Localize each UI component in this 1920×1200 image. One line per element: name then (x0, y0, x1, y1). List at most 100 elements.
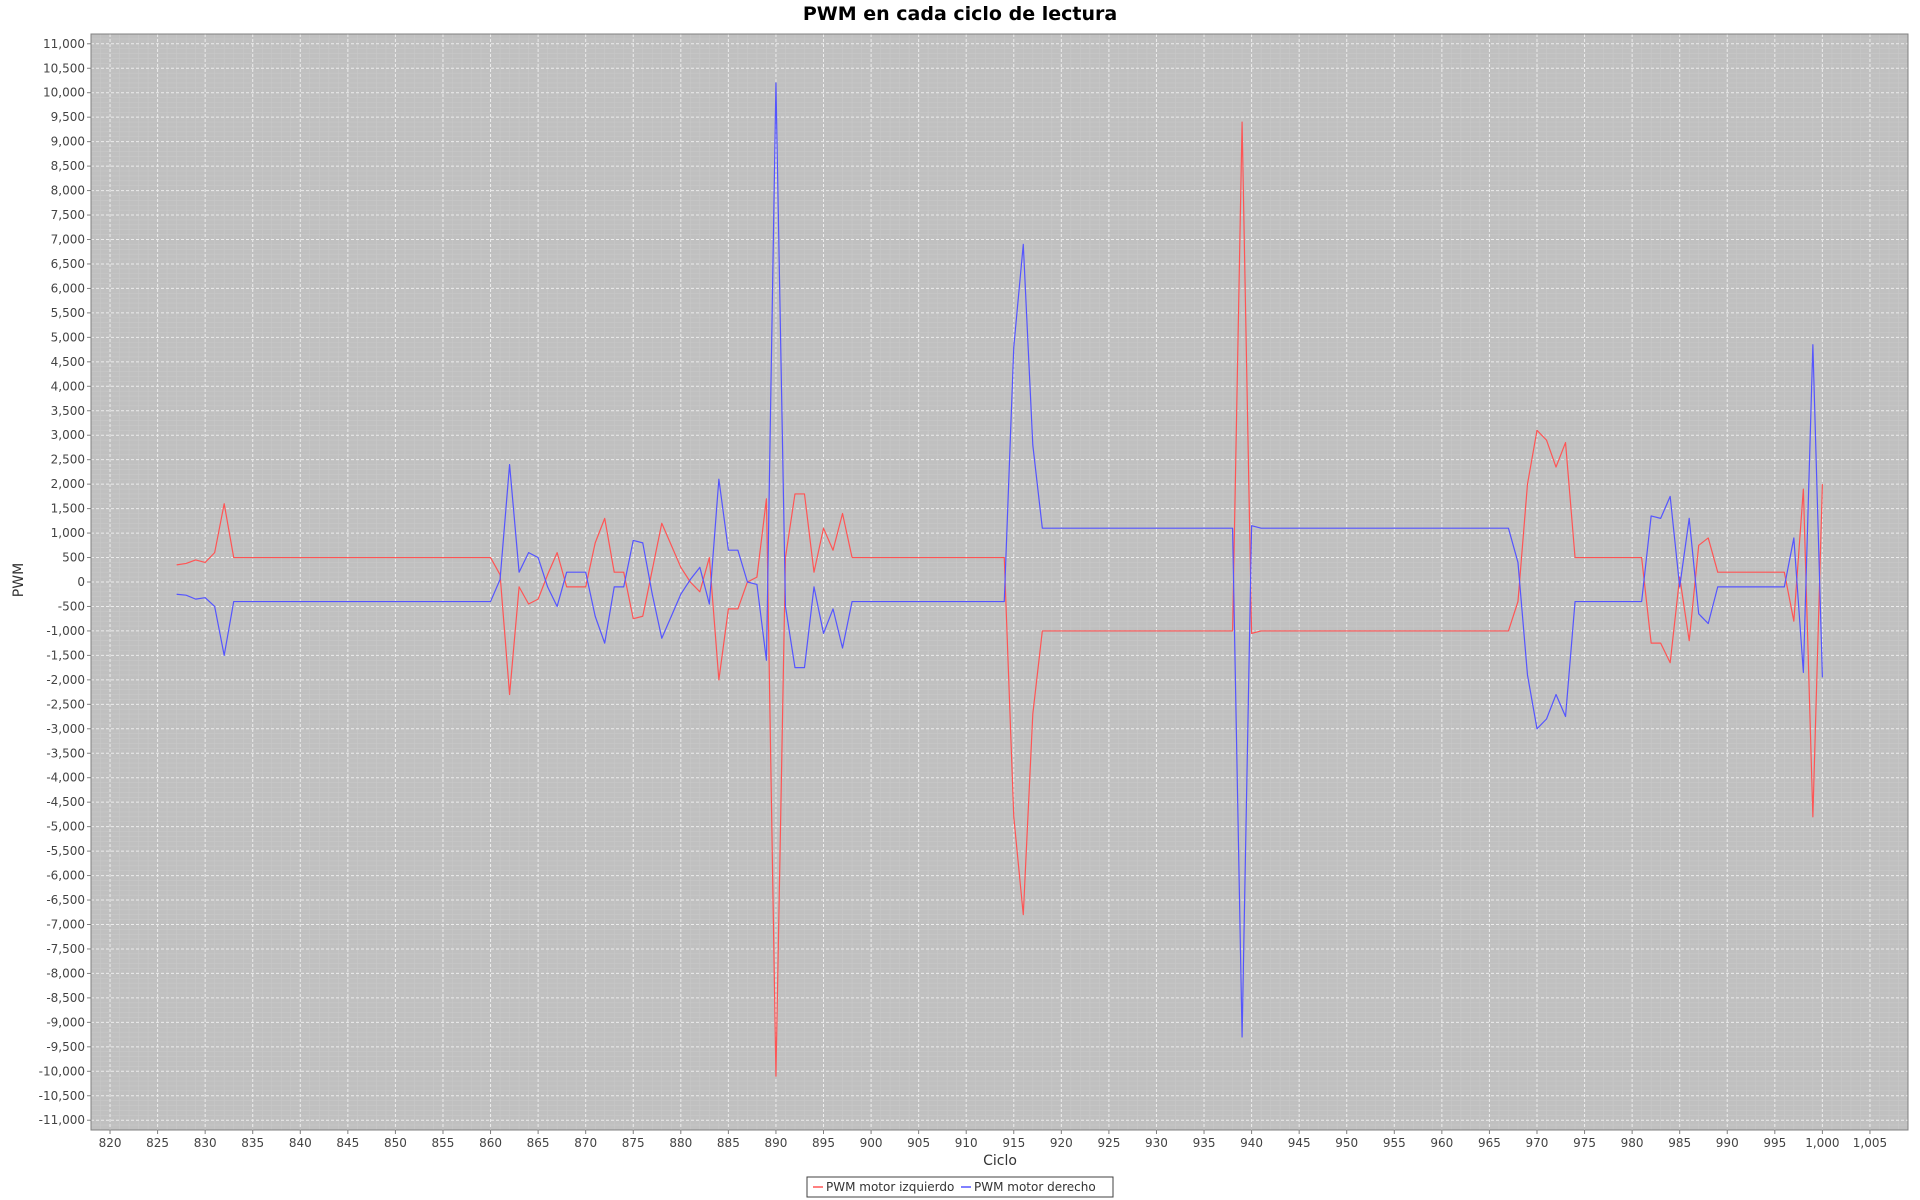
y-tick-label: 9,500 (51, 110, 85, 124)
y-tick-label: -5,500 (46, 844, 85, 858)
x-tick-label: 900 (860, 1136, 883, 1150)
y-tick-label: 4,500 (51, 355, 85, 369)
legend-box (806, 1176, 1114, 1198)
x-tick-label: 850 (384, 1136, 407, 1150)
y-tick-label: 8,000 (51, 184, 85, 198)
y-tick-label: -9,500 (46, 1040, 85, 1054)
y-tick-label: 3,000 (51, 428, 85, 442)
x-tick-label: 910 (955, 1136, 978, 1150)
x-tick-label: 920 (1050, 1136, 1073, 1150)
y-tick-labels: 11,000 10,500 10,000 9,500 9,000 8,500 8,000 7,… (39, 37, 85, 1127)
x-tick-label: 975 (1573, 1136, 1596, 1150)
y-tick-label: -5,000 (46, 820, 85, 834)
x-tick-label: 935 (1193, 1136, 1216, 1150)
y-tick-label: 5,000 (51, 330, 85, 344)
y-tick-label: -10,000 (39, 1064, 85, 1078)
x-tick-label: 865 (527, 1136, 550, 1150)
y-tick-label: 6,000 (51, 281, 85, 295)
y-tick-label: -500 (58, 599, 85, 613)
y-tick-label: 2,500 (51, 453, 85, 467)
y-tick-label: 4,000 (51, 379, 85, 393)
legend: PWM motor izquierdo PWM motor derecho (806, 1176, 1114, 1198)
y-tick-label: -8,000 (46, 966, 85, 980)
x-tick-label: 870 (574, 1136, 597, 1150)
x-tick-label: 985 (1668, 1136, 1691, 1150)
x-tick-label: 930 (1145, 1136, 1168, 1150)
y-tick-label: -2,000 (46, 673, 85, 687)
y-tick-label: -1,500 (46, 648, 85, 662)
x-tick-label: 835 (241, 1136, 264, 1150)
x-tick-label: 965 (1478, 1136, 1501, 1150)
y-tick-label: 11,000 (43, 37, 85, 51)
x-tick-label: 820 (99, 1136, 122, 1150)
x-tick-label: 940 (1240, 1136, 1263, 1150)
x-tick-label: 905 (907, 1136, 930, 1150)
x-tick-label: 960 (1430, 1136, 1453, 1150)
y-tick-label: -6,500 (46, 893, 85, 907)
x-tick-label: 860 (479, 1136, 502, 1150)
x-tick-label: 995 (1763, 1136, 1786, 1150)
y-tick-label: 3,500 (51, 404, 85, 418)
y-tick-label: -8,500 (46, 991, 85, 1005)
x-tick-label: 990 (1716, 1136, 1739, 1150)
x-tick-label: 895 (812, 1136, 835, 1150)
y-tick-label: 8,500 (51, 159, 85, 173)
x-tick-label: 1,000 (1805, 1136, 1839, 1150)
minor-grid (90, 34, 1909, 1130)
x-tick-label: 845 (336, 1136, 359, 1150)
y-tick-label: -7,500 (46, 942, 85, 956)
x-tick-label: 945 (1288, 1136, 1311, 1150)
y-tick-label: -3,500 (46, 746, 85, 760)
x-tick-label: 1,005 (1853, 1136, 1887, 1150)
chart-title: PWM en cada ciclo de lectura (803, 3, 1117, 25)
x-tick-label: 915 (1002, 1136, 1025, 1150)
y-tick-label: -4,500 (46, 795, 85, 809)
y-tick-label: 7,500 (51, 208, 85, 222)
y-tick-label: 1,500 (51, 502, 85, 516)
x-axis-label: Ciclo (983, 1153, 1017, 1169)
y-tick-label: -1,000 (46, 624, 85, 638)
y-tick-label: -9,000 (46, 1015, 85, 1029)
y-tick-label: 1,000 (51, 526, 85, 540)
x-tick-label: 840 (289, 1136, 312, 1150)
y-tick-label: -2,500 (46, 697, 85, 711)
legend-label-2: PWM motor derecho (974, 1180, 1096, 1194)
y-tick-label: 9,000 (51, 135, 85, 149)
x-tick-label: 875 (622, 1136, 645, 1150)
x-tick-label: 855 (432, 1136, 455, 1150)
plot-border (90, 33, 1909, 1131)
y-tick-label: 7,000 (51, 233, 85, 247)
x-tick-label: 880 (669, 1136, 692, 1150)
y-tick-label: -7,000 (46, 918, 85, 932)
y-tick-label: 2,000 (51, 477, 85, 491)
legend-label-1: PWM motor izquierdo (826, 1180, 954, 1194)
y-tick-label: 10,000 (43, 86, 85, 100)
y-tick-label: -10,500 (39, 1089, 85, 1103)
y-tick-label: -3,000 (46, 722, 85, 736)
x-tick-label: 830 (194, 1136, 217, 1150)
x-tick-label: 925 (1097, 1136, 1120, 1150)
x-tick-label: 955 (1383, 1136, 1406, 1150)
x-tick-label: 950 (1335, 1136, 1358, 1150)
y-tick-label: 500 (62, 551, 85, 565)
series-line-2 (176, 82, 1823, 1038)
y-tick-label: -11,000 (39, 1113, 85, 1127)
y-tick-label: 0 (77, 575, 85, 589)
x-tick-labels: 820 825 830 835 840 845 850 855 860 865 870 875 880 8… (99, 1136, 1888, 1150)
x-tick-label: 890 (764, 1136, 787, 1150)
series-line-1 (176, 121, 1823, 1077)
y-axis-label: PWM (11, 563, 27, 597)
major-grid (91, 34, 1908, 1130)
y-tick-label: 5,500 (51, 306, 85, 320)
x-tick-label: 970 (1526, 1136, 1549, 1150)
y-tick-label: -6,000 (46, 869, 85, 883)
y-tick-label: 6,500 (51, 257, 85, 271)
x-tick-label: 885 (717, 1136, 740, 1150)
x-tick-label: 825 (146, 1136, 169, 1150)
x-tick-label: 980 (1621, 1136, 1644, 1150)
y-tick-label: 10,500 (43, 61, 85, 75)
y-tick-label: -4,000 (46, 771, 85, 785)
plot-area: 820 825 830 835 840 845 850 855 860 865 870 875 880 8… (39, 33, 1909, 1150)
